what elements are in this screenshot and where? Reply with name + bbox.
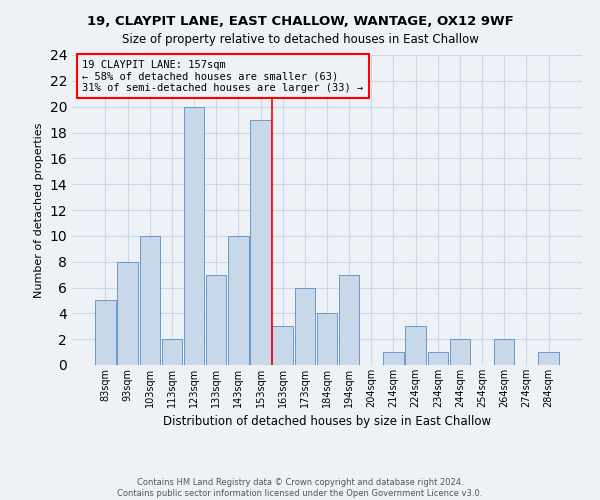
Bar [250,120,271,365]
Bar [118,262,138,365]
Text: 19 CLAYPIT LANE: 157sqm
← 58% of detached houses are smaller (63)
31% of semi-de: 19 CLAYPIT LANE: 157sqm ← 58% of detache… [82,60,364,93]
Y-axis label: Number of detached properties: Number of detached properties [34,122,44,298]
Bar [383,352,404,365]
Bar [406,326,426,365]
Text: Size of property relative to detached houses in East Challow: Size of property relative to detached ho… [122,32,478,46]
Bar [228,236,248,365]
Bar [272,326,293,365]
Text: 19, CLAYPIT LANE, EAST CHALLOW, WANTAGE, OX12 9WF: 19, CLAYPIT LANE, EAST CHALLOW, WANTAGE,… [86,15,514,28]
Bar [206,274,226,365]
Bar [339,274,359,365]
Bar [494,339,514,365]
Bar [317,314,337,365]
Bar [95,300,116,365]
Bar [184,106,204,365]
Bar [161,339,182,365]
Text: Contains HM Land Registry data © Crown copyright and database right 2024.
Contai: Contains HM Land Registry data © Crown c… [118,478,482,498]
Bar [295,288,315,365]
Bar [450,339,470,365]
Bar [140,236,160,365]
Bar [538,352,559,365]
X-axis label: Distribution of detached houses by size in East Challow: Distribution of detached houses by size … [163,416,491,428]
Bar [428,352,448,365]
